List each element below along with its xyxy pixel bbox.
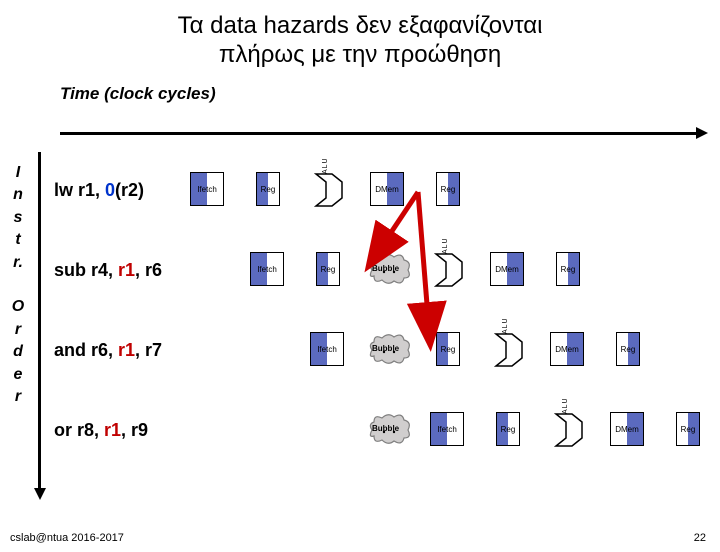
instruction-label: and r6, r1, r7 [54, 340, 162, 361]
stage-dmem: DMem [370, 172, 408, 210]
title-line1: Τα data hazards δεν εξαφανίζονται [178, 12, 543, 39]
footer-text: cslab@ntua 2016-2017 [10, 532, 124, 544]
page-number: 22 [694, 532, 706, 544]
instr-order-axis-label: Instr. Order [8, 162, 28, 408]
stage-reg-write: Reg [670, 412, 708, 450]
stage-dmem: DMem [490, 252, 528, 290]
instruction-label: lw r1, 0(r2) [54, 180, 144, 201]
instruction-label: or r8, r1, r9 [54, 420, 148, 441]
pipeline-bubble: Bubble [366, 412, 412, 446]
stage-alu: ALU [550, 412, 588, 450]
stage-ifetch: Ifetch [250, 252, 288, 290]
time-label: Time (clock cycles) [60, 84, 720, 104]
stage-dmem: DMem [550, 332, 588, 370]
stage-reg-read: Reg [250, 172, 288, 210]
timeline-axis [60, 132, 700, 135]
stage-alu: ALU [310, 172, 348, 210]
stage-ifetch: Ifetch [190, 172, 228, 210]
stage-reg-read: Reg [490, 412, 528, 450]
pipeline-bubble: Bubble [366, 332, 412, 366]
instruction-label: sub r4, r1, r6 [54, 260, 162, 281]
stage-reg-write: Reg [430, 172, 468, 210]
stage-alu: ALU [430, 252, 468, 290]
stage-reg-write: Reg [550, 252, 588, 290]
stage-alu: ALU [490, 332, 528, 370]
pipeline-bubble: Bubble [366, 252, 412, 286]
stage-reg-write: Reg [610, 332, 648, 370]
stage-ifetch: Ifetch [430, 412, 468, 450]
instr-order-axis-line [38, 152, 41, 492]
stage-reg-read: Reg [430, 332, 468, 370]
stage-dmem: DMem [610, 412, 648, 450]
stage-ifetch: Ifetch [310, 332, 348, 370]
title-line2: πλήρως με την προώθηση [219, 41, 501, 68]
stage-reg-read: Reg [310, 252, 348, 290]
